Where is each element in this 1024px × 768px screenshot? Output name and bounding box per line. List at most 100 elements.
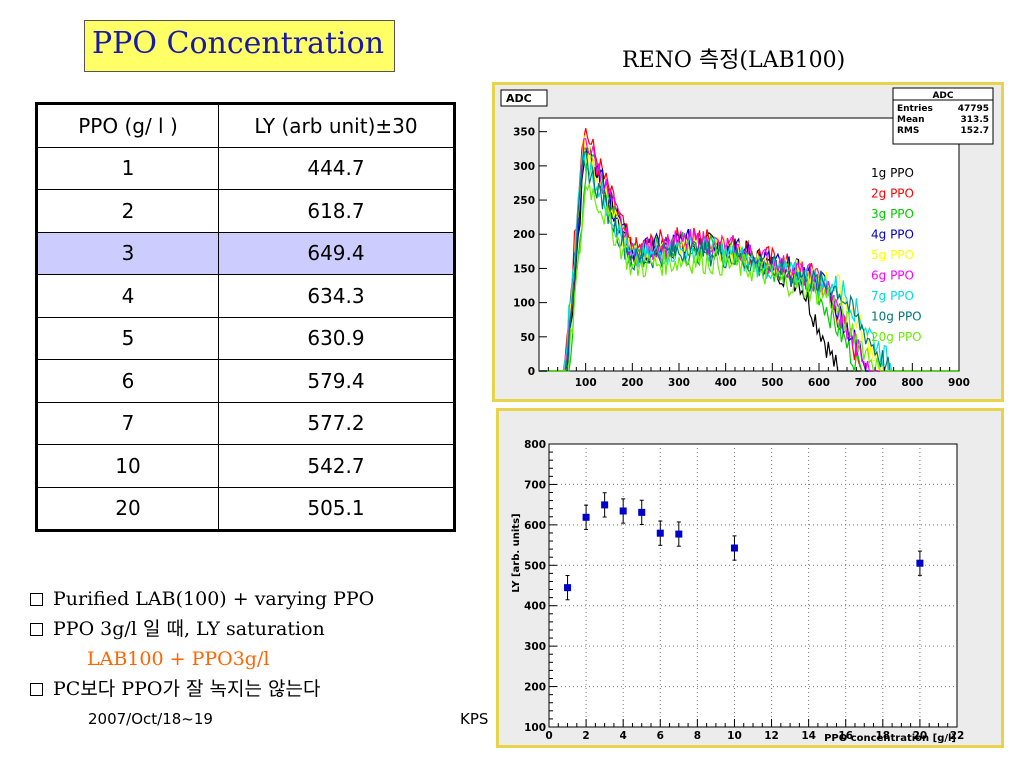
adc-series-group	[539, 127, 959, 373]
legend-entry: 4g PPO	[871, 228, 914, 242]
x-tick-label: 14	[801, 730, 816, 742]
legend-entry: 5g PPO	[871, 248, 914, 262]
ly-chart-frame: 0 2 4 6 8 10 12 14 16 18 20 22 100 200 300 400 500 600 700…	[496, 408, 1004, 748]
table-row: 6 579.4	[36, 359, 455, 403]
bullet-item: PPO 3g/l 일 때, LY saturation	[30, 614, 374, 644]
stats-value: 47795	[958, 104, 989, 114]
table-row: 2 618.7	[36, 189, 455, 233]
adc-stats-box: ADC Entries 47795 Mean 313.5 RMS 152.7	[892, 87, 994, 145]
x-tick-label: 8	[694, 730, 701, 742]
cell-ly: 618.7	[218, 189, 455, 233]
cell-ly: 505.1	[218, 486, 455, 531]
y-tick-label: 350	[513, 127, 535, 139]
cell-ly: 542.7	[218, 444, 455, 488]
cell-ppo: 2	[36, 189, 219, 233]
ly-y-axis-label: LY [arb. units]	[511, 513, 522, 592]
header-ly: LY (arb unit)±30	[218, 103, 455, 148]
data-point	[675, 530, 683, 538]
bullet-item: PC보다 PPO가 잘 녹지는 않는다	[30, 674, 374, 704]
y-tick-label: 200	[524, 682, 546, 694]
legend-entry: 2g PPO	[871, 187, 914, 201]
cell-ppo: 3	[36, 231, 219, 275]
square-bullet-icon	[30, 593, 43, 606]
bullet-subitem: LAB100 + PPO3g/l	[87, 648, 270, 670]
legend-entry: 3g PPO	[871, 207, 914, 221]
cell-ly: 577.2	[218, 401, 455, 445]
x-tick-label: 12	[764, 730, 779, 742]
data-point	[601, 501, 609, 509]
cell-ppo: 5	[36, 316, 219, 360]
y-tick-label: 0	[528, 366, 535, 378]
data-point	[730, 544, 738, 552]
cell-ppo: 7	[36, 401, 219, 445]
y-tick-label: 300	[524, 641, 546, 653]
x-tick-label: 300	[668, 377, 690, 389]
table-row: 10 542.7	[36, 444, 455, 488]
footer-org: KPS	[460, 710, 489, 728]
x-tick-label: 200	[621, 377, 643, 389]
x-tick-label: 10	[727, 730, 742, 742]
header-ppo: PPO (g/ l )	[36, 103, 219, 148]
title-highlight-box	[84, 20, 395, 72]
y-tick-label: 500	[524, 560, 546, 572]
x-tick-label: 0	[545, 730, 552, 742]
data-point	[916, 559, 924, 567]
y-tick-label: 600	[524, 520, 546, 532]
series-line-8	[539, 183, 959, 373]
ppo-ly-table: PPO (g/ l ) LY (arb unit)±30 1 444.7 2 618…	[35, 102, 456, 532]
x-tick-label: 500	[761, 377, 783, 389]
adc-spectrum-chart: ADC ADC Entries 47795 Mean 313.5 RMS 152.7 100…	[500, 87, 994, 389]
table-row: 20 505.1	[36, 486, 455, 531]
legend-entry: 6g PPO	[871, 269, 914, 283]
data-point	[638, 508, 646, 516]
stats-label: Entries	[897, 104, 933, 114]
legend-entry: 10g PPO	[871, 310, 922, 324]
spectrum-title: RENO 측정(LAB100)	[622, 48, 846, 73]
stats-label: Mean	[897, 115, 925, 125]
table-row: 5 630.9	[36, 316, 455, 360]
bullet-list: Purified LAB(100) + varying PPO PPO 3g/l…	[30, 584, 374, 704]
y-tick-label: 100	[524, 722, 546, 734]
cell-ppo: 20	[36, 486, 219, 531]
ly-plot-area	[548, 443, 958, 728]
x-tick-label: 400	[715, 377, 737, 389]
square-bullet-icon	[30, 683, 43, 696]
y-tick-label: 300	[513, 161, 535, 173]
adc-plot-area	[538, 117, 960, 372]
cell-ppo: 4	[36, 274, 219, 318]
x-tick-label: 2	[582, 730, 589, 742]
y-tick-label: 800	[524, 439, 546, 451]
x-tick-label: 18	[876, 730, 891, 742]
x-tick-label: 22	[950, 730, 965, 742]
data-point	[564, 584, 572, 592]
stats-value: 313.5	[961, 115, 989, 125]
stats-label: RMS	[897, 126, 919, 136]
y-tick-label: 100	[513, 298, 535, 310]
cell-ly: 579.4	[218, 359, 455, 403]
x-tick-label: 800	[901, 377, 923, 389]
y-tick-label: 700	[524, 479, 546, 491]
table-row-highlighted: 3 649.4	[36, 231, 455, 275]
data-point	[582, 513, 590, 521]
y-tick-label: 250	[513, 195, 535, 207]
x-tick-label: 6	[657, 730, 664, 742]
y-tick-label: 200	[513, 229, 535, 241]
legend-entry: 20g PPO	[871, 330, 922, 344]
data-point	[619, 507, 627, 515]
adc-chart-title: ADC	[506, 92, 532, 105]
ly-x-axis-label: PPO concentration [g/l]	[824, 733, 956, 744]
table-row: 7 577.2	[36, 401, 455, 445]
table-row: 1 444.7	[36, 146, 455, 190]
adc-legend: 1g PPO 2g PPO 3g PPO 4g PPO 5g PPO 6g PPO 7g P…	[871, 166, 922, 344]
ly-points-group	[564, 492, 924, 601]
y-tick-label: 150	[513, 263, 535, 275]
square-bullet-icon	[30, 623, 43, 636]
x-tick-label: 600	[808, 377, 830, 389]
adc-title-box	[500, 89, 548, 107]
x-tick-label: 4	[620, 730, 627, 742]
cell-ly: 444.7	[218, 146, 455, 190]
legend-entry: 1g PPO	[871, 166, 914, 180]
cell-ly: 634.3	[218, 274, 455, 318]
table-header-row: PPO (g/ l ) LY (arb unit)±30	[36, 103, 455, 148]
x-tick-label: 700	[855, 377, 877, 389]
